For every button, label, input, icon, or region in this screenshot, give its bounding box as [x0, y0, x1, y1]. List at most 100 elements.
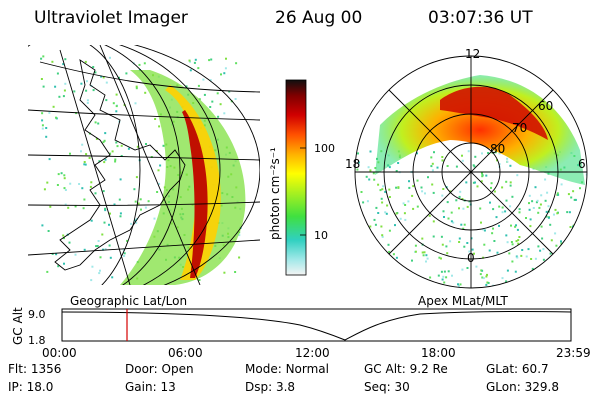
info-flt: Flt: 1356	[8, 362, 62, 376]
noise-speck	[431, 183, 434, 186]
noise-speck	[144, 91, 147, 94]
noise-speck	[42, 85, 45, 88]
noise-speck	[57, 265, 60, 268]
noise-speck	[369, 225, 372, 228]
noise-speck	[63, 262, 65, 265]
noise-speck	[382, 270, 385, 273]
noise-speck	[104, 209, 107, 212]
noise-speck	[203, 93, 206, 96]
noise-speck	[492, 208, 495, 211]
noise-speck	[556, 212, 559, 215]
noise-speck	[81, 187, 84, 190]
noise-speck	[143, 62, 146, 65]
noise-speck	[88, 157, 91, 159]
noise-speck	[506, 241, 509, 244]
noise-speck	[438, 256, 441, 259]
noise-speck	[104, 248, 107, 251]
noise-speck	[47, 230, 50, 232]
noise-speck	[445, 276, 448, 279]
noise-speck	[392, 253, 395, 256]
noise-speck	[94, 121, 97, 124]
noise-speck	[210, 58, 213, 61]
noise-speck	[578, 279, 581, 282]
noise-speck	[86, 99, 89, 102]
noise-speck	[74, 205, 77, 208]
noise-speck	[487, 152, 490, 154]
noise-speck	[520, 254, 523, 257]
noise-speck	[98, 160, 101, 163]
noise-speck	[51, 60, 54, 63]
noise-speck	[549, 252, 552, 255]
noise-speck	[113, 203, 116, 206]
noise-speck	[416, 152, 418, 155]
noise-speck	[436, 166, 439, 169]
noise-speck	[432, 191, 435, 194]
noise-speck	[518, 236, 521, 238]
noise-speck	[492, 227, 494, 230]
noise-speck	[494, 151, 497, 154]
noise-speck	[510, 241, 513, 243]
noise-speck	[56, 72, 59, 75]
noise-speck	[487, 282, 490, 284]
noise-speck	[197, 84, 200, 87]
noise-speck	[546, 191, 549, 194]
noise-speck	[493, 240, 496, 242]
noise-speck	[501, 211, 504, 214]
noise-speck	[516, 256, 519, 259]
noise-speck	[369, 150, 372, 153]
noise-speck	[356, 168, 359, 171]
noise-speck	[194, 58, 197, 61]
noise-speck	[539, 203, 542, 206]
noise-speck	[560, 240, 562, 243]
noise-speck	[82, 207, 85, 210]
noise-speck	[48, 158, 51, 161]
noise-speck	[85, 153, 88, 156]
noise-speck	[462, 207, 465, 210]
noise-speck	[505, 199, 508, 202]
noise-speck	[155, 150, 158, 152]
noise-speck	[135, 85, 138, 88]
noise-speck	[135, 87, 138, 90]
noise-speck	[489, 201, 491, 204]
noise-speck	[425, 254, 428, 257]
noise-speck	[122, 248, 125, 251]
noise-speck	[388, 188, 391, 191]
noise-speck	[41, 124, 44, 127]
noise-speck	[395, 186, 398, 189]
noise-speck	[455, 199, 458, 202]
noise-speck	[63, 177, 66, 180]
noise-speck	[104, 132, 107, 135]
noise-speck	[380, 197, 383, 200]
noise-speck	[115, 110, 118, 113]
noise-speck	[525, 255, 528, 258]
noise-speck	[518, 211, 521, 214]
noise-speck	[57, 173, 60, 176]
noise-speck	[153, 217, 156, 220]
noise-speck	[361, 240, 364, 243]
noise-speck	[408, 186, 411, 189]
time-label: 03:07:36 UT	[428, 8, 533, 28]
noise-speck	[209, 79, 212, 82]
noise-speck	[583, 209, 586, 211]
noise-speck	[357, 152, 359, 155]
noise-speck	[514, 225, 517, 228]
noise-speck	[385, 212, 388, 215]
noise-speck	[440, 270, 443, 273]
noise-speck	[441, 156, 444, 158]
noise-speck	[431, 169, 434, 172]
noise-speck	[386, 204, 389, 207]
noise-speck	[458, 207, 460, 210]
noise-speck	[536, 199, 539, 202]
noise-speck	[449, 190, 452, 193]
noise-speck	[235, 62, 238, 65]
noise-speck	[108, 244, 111, 247]
noise-speck	[555, 279, 558, 282]
noise-speck	[505, 280, 508, 283]
altitude-xtick-0: 00:00	[42, 346, 77, 360]
noise-speck	[422, 254, 425, 257]
noise-speck	[403, 284, 406, 287]
noise-speck	[430, 156, 433, 159]
noise-speck	[460, 223, 463, 226]
noise-speck	[115, 105, 118, 108]
noise-speck	[567, 244, 570, 246]
